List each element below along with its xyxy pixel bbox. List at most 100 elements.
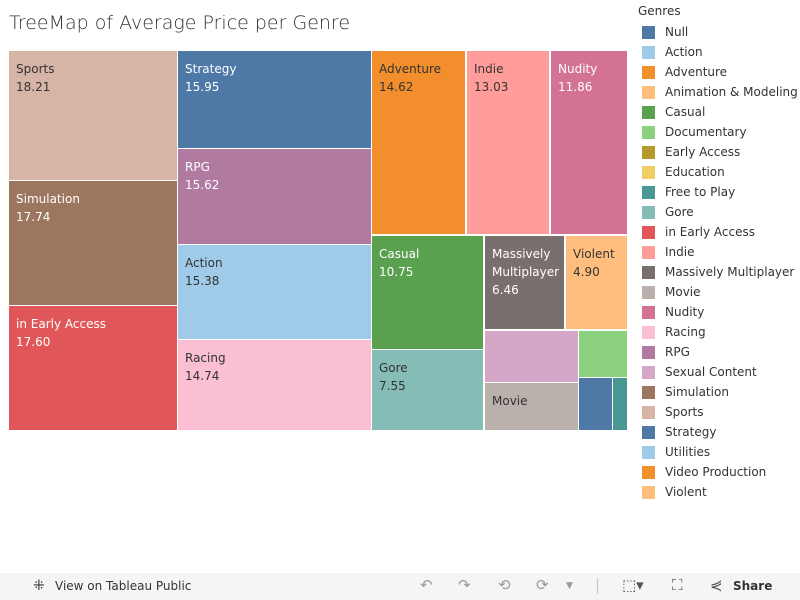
treemap-tile-massively-multiplayer[interactable]: Massively Multiplayer 6.46 [485,236,564,329]
treemap-tile-unlabeled-17[interactable] [579,378,612,430]
legend-label: Violent [665,485,707,499]
legend-swatch [642,285,655,299]
tableau-logo-icon: ⁜ [33,578,45,594]
legend-label: Indie [665,245,695,259]
treemap-tile-casual[interactable]: Casual 10.75 [372,236,483,349]
legend-swatch [642,185,655,199]
legend-label: Gore [665,205,694,219]
tile-value: 14.62 [379,80,414,94]
tile-value: 6.46 [492,283,519,297]
tile-value: 18.21 [16,80,51,94]
legend-swatch [642,265,655,279]
treemap-tile-movie[interactable]: Movie [485,383,578,430]
treemap-tile-simulation[interactable]: Simulation 17.74 [9,181,177,305]
legend-item[interactable]: RPG [638,342,798,362]
treemap-tile-unlabeled-18[interactable] [613,378,627,430]
legend-item[interactable]: Massively Multiplayer [638,262,798,282]
tile-label: Casual [379,247,420,261]
tile-value: 15.38 [185,274,220,288]
legend-label: Sexual Content [665,365,757,379]
legend-label: Adventure [665,65,728,79]
treemap-tile-unlabeled-14[interactable] [485,331,578,382]
tile-label: in Early Access [16,317,106,331]
revert-icon[interactable]: ⟲ [498,576,511,594]
legend-swatch [642,385,655,399]
legend-item[interactable]: Null [638,22,798,42]
tile-value: 7.55 [379,379,406,393]
treemap-tile-action[interactable]: Action 15.38 [178,245,371,339]
fullscreen-icon[interactable]: ⛶ [672,576,683,594]
tile-value: 17.74 [16,210,51,224]
legend-item[interactable]: Casual [638,102,798,122]
legend-item[interactable]: Animation & Modeling [638,82,798,102]
legend-item[interactable]: Sports [638,402,798,422]
legend-swatch [642,25,655,39]
legend: Genres Null Action Adventure Animation & Mo… [638,4,798,502]
tile-label: Racing [185,351,226,365]
legend-label: Free to Play [665,185,736,199]
legend-item[interactable]: Adventure [638,62,798,82]
legend-label: Casual [665,105,706,119]
legend-swatch [642,65,655,79]
legend-title: Genres [638,4,681,18]
legend-label: Movie [665,285,701,299]
legend-item[interactable]: Video Production [638,462,798,482]
treemap-tile-rpg[interactable]: RPG 15.62 [178,149,371,244]
tile-label: Strategy [185,62,237,76]
legend-item[interactable]: Gore [638,202,798,222]
treemap-tile-indie[interactable]: Indie 13.03 [467,51,549,234]
tile-label: Action [185,256,223,270]
refresh-icon[interactable]: ⟳ [536,576,549,594]
legend-item[interactable]: in Early Access [638,222,798,242]
legend-item[interactable]: Action [638,42,798,62]
legend-label: Animation & Modeling [665,85,798,99]
legend-item[interactable]: Documentary [638,122,798,142]
tile-value: 4.90 [573,265,600,279]
treemap-tile-strategy[interactable]: Strategy 15.95 [178,51,371,148]
legend-item[interactable]: Free to Play [638,182,798,202]
legend-item[interactable]: Nudity [638,302,798,322]
tile-value: 17.60 [16,335,51,349]
legend-item[interactable]: Education [638,162,798,182]
legend-item[interactable]: Racing [638,322,798,342]
treemap-tile-violent[interactable]: Violent 4.90 [566,236,627,329]
treemap-tile-adventure[interactable]: Adventure 14.62 [372,51,465,234]
redo-icon[interactable]: ↷ [458,576,471,594]
view-on-tableau-public-link[interactable]: View on Tableau Public [55,579,192,593]
legend-swatch [642,465,655,479]
tile-value: 15.95 [185,80,220,94]
legend-swatch [642,125,655,139]
undo-icon[interactable]: ↶ [420,576,433,594]
legend-label: Utilities [665,445,711,459]
tile-value: 15.62 [185,178,220,192]
legend-item[interactable]: Indie [638,242,798,262]
legend-item[interactable]: Strategy [638,422,798,442]
legend-item[interactable]: Simulation [638,382,798,402]
legend-label: in Early Access [665,225,755,239]
tile-label: Nudity [558,62,598,76]
legend-swatch [642,445,655,459]
legend-label: Null [665,25,689,39]
tile-label: RPG [185,160,210,174]
legend-label: Education [665,165,725,179]
legend-item[interactable]: Early Access [638,142,798,162]
chevron-down-icon[interactable]: ▼ [566,581,573,591]
treemap-tile-racing[interactable]: Racing 14.74 [178,340,371,430]
share-icon[interactable]: ⋞ [710,576,723,594]
treemap-tile-gore[interactable]: Gore 7.55 [372,350,483,430]
legend-label: Action [665,45,703,59]
legend-item[interactable]: Utilities [638,442,798,462]
legend-swatch [642,405,655,419]
tile-label: Simulation [16,192,80,206]
tile-label: Sports [16,62,55,76]
treemap-tile-nudity[interactable]: Nudity 11.86 [551,51,627,234]
treemap-tile-in-early-access[interactable]: in Early Access 17.60 [9,306,177,430]
treemap-tile-unlabeled-16[interactable] [579,331,627,377]
treemap-tile-sports[interactable]: Sports 18.21 [9,51,177,180]
legend-item[interactable]: Violent [638,482,798,502]
legend-label: Massively Multiplayer [665,265,795,279]
download-icon[interactable]: ⬚▾ [622,576,644,594]
share-button[interactable]: Share [733,579,773,593]
legend-item[interactable]: Sexual Content [638,362,798,382]
legend-item[interactable]: Movie [638,282,798,302]
